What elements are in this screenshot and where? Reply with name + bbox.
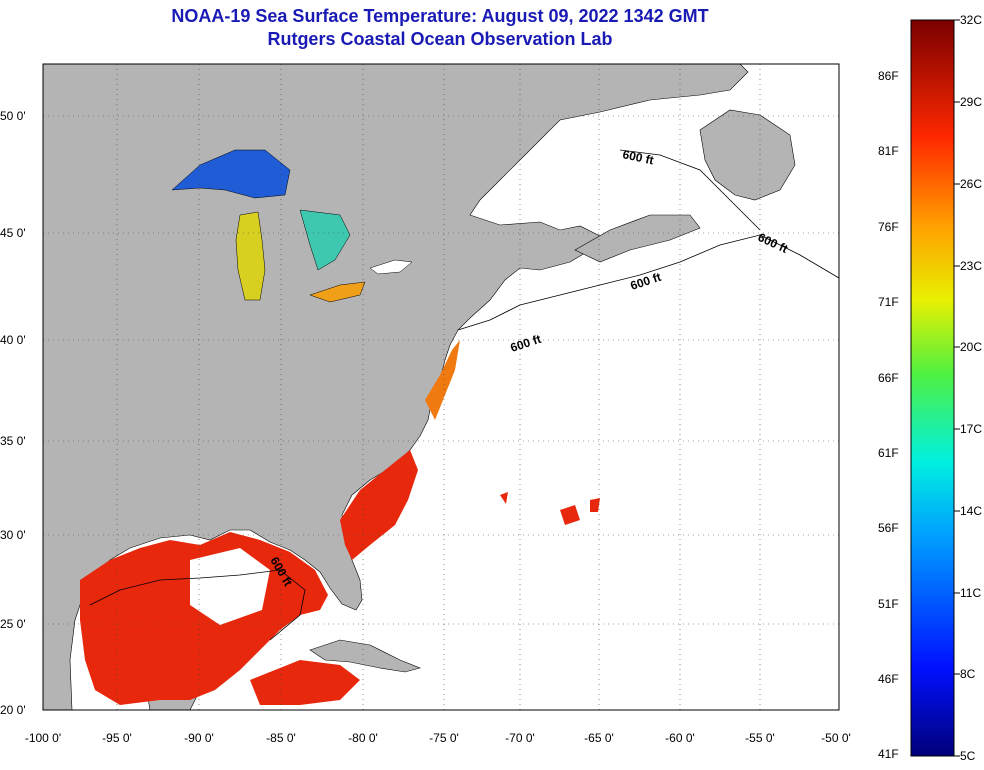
lat-tick-label: 35 0' [0, 434, 26, 448]
lat-tick-label: 50 0' [0, 109, 26, 123]
north-america-land [43, 64, 749, 710]
lon-tick-label: -85 0' [266, 731, 296, 745]
colorbar-fahrenheit-label: 86F [878, 69, 899, 83]
colorbar-celsius-label: 8C [960, 667, 976, 681]
caribbean-sst [250, 660, 360, 705]
colorbar-fahrenheit-label: 71F [878, 295, 899, 309]
colorbar-celsius-label: 29C [960, 95, 982, 109]
map-subtitle: Rutgers Coastal Ocean Observation Lab [267, 29, 613, 49]
lake-ontario-sst [369, 259, 413, 275]
lon-tick-label: -95 0' [102, 731, 132, 745]
colorbar-gradient [910, 19, 955, 757]
colorbar-celsius-label: 17C [960, 422, 982, 436]
lake-michigan-sst [235, 211, 266, 301]
contour-600ft-line-north [619, 149, 761, 231]
lake-erie-sst [309, 281, 366, 303]
longitude-axis: -100 0' -95 0' -90 0' -85 0' -80 0' -75 … [25, 731, 851, 745]
contour-label: 600 ft [621, 147, 655, 167]
newfoundland-land [699, 109, 796, 201]
colorbar-fahrenheit-label: 66F [878, 371, 899, 385]
gulf-cloud-gap [190, 548, 270, 625]
lat-tick-label: 30 0' [0, 528, 26, 542]
offshore-sst-patch [500, 492, 600, 525]
latitude-axis: 50 0' 45 0' 40 0' 35 0' 30 0' 25 0' 20 0… [0, 109, 26, 717]
map-frame: 600 ft 600 ft 600 ft 600 ft 600 ft [42, 63, 840, 711]
lon-tick-label: -65 0' [584, 731, 614, 745]
map-title: NOAA-19 Sea Surface Temperature: August … [171, 6, 709, 26]
lat-tick-label: 40 0' [0, 333, 26, 347]
lake-huron-sst [299, 209, 351, 271]
colorbar-fahrenheit-label: 61F [878, 446, 899, 460]
nova-scotia-land [574, 214, 701, 263]
lon-tick-label: -55 0' [745, 731, 775, 745]
coastal-sst-midatlantic [425, 340, 460, 420]
colorbar-fahrenheit-label: 81F [878, 144, 899, 158]
lon-tick-label: -100 0' [25, 731, 61, 745]
colorbar-celsius-label: 5C [960, 749, 976, 763]
colorbar-fahrenheit-label: 76F [878, 220, 899, 234]
lon-tick-label: -70 0' [505, 731, 535, 745]
lat-tick-label: 20 0' [0, 703, 26, 717]
colorbar-fahrenheit-label: 51F [878, 597, 899, 611]
colorbar-celsius-label: 32C [960, 13, 982, 27]
lon-tick-label: -50 0' [821, 731, 851, 745]
colorbar-celsius-label: 14C [960, 504, 982, 518]
coastal-sst-southeast [340, 450, 418, 560]
lake-superior-sst [171, 149, 291, 199]
colorbar-fahrenheit-label: 41F [878, 747, 899, 761]
lat-tick-label: 25 0' [0, 617, 26, 631]
temperature-colorbar: 32C 29C 26C 23C 20C 17C 14C 11C 8C 5C 86… [878, 13, 982, 763]
lon-tick-label: -75 0' [429, 731, 459, 745]
colorbar-celsius-label: 20C [960, 340, 982, 354]
colorbar-celsius-label: 23C [960, 259, 982, 273]
lon-tick-label: -90 0' [184, 731, 214, 745]
colorbar-celsius-label: 26C [960, 177, 982, 191]
lat-tick-label: 45 0' [0, 226, 26, 240]
colorbar-fahrenheit-label: 56F [878, 521, 899, 535]
lon-tick-label: -80 0' [348, 731, 378, 745]
contour-600ft-line [457, 234, 839, 331]
cuba-land [309, 639, 421, 673]
lon-tick-label: -60 0' [665, 731, 695, 745]
colorbar-celsius-label: 11C [960, 586, 981, 600]
contour-600ft-line-gulf [89, 569, 306, 641]
colorbar-fahrenheit-label: 46F [878, 672, 899, 686]
